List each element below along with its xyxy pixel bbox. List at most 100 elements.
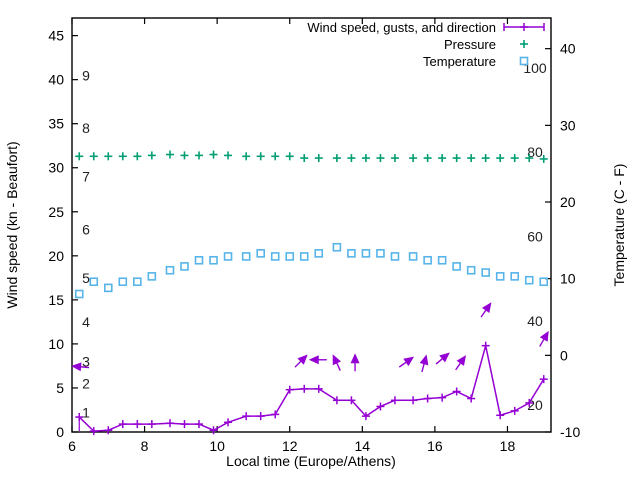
temperature-point (180, 262, 189, 271)
beaufort-label: 4 (82, 314, 90, 330)
y-tick-label: 25 (48, 204, 64, 220)
temperature-point (423, 255, 432, 265)
fahrenheit-label: 60 (527, 229, 543, 245)
plot-frame (71, 17, 552, 433)
legend-label-plus-errorbar: Wind speed, gusts, and direction (307, 20, 496, 35)
temperature-point (103, 283, 113, 293)
y-tick-label: 15 (48, 292, 64, 308)
x-tick-label: 16 (427, 438, 443, 454)
wind-direction-arrow (332, 354, 341, 371)
pressure-point (361, 154, 370, 163)
wind-speed-point (118, 420, 127, 429)
wind-speed-point (89, 427, 98, 436)
wind-speed-point (539, 375, 548, 384)
wind-speed-point (224, 418, 233, 427)
temperature-point (256, 249, 265, 258)
pressure-point (496, 154, 505, 163)
y2-tick-label: 30 (560, 117, 576, 133)
wind-speed-point (452, 387, 461, 396)
pressure-point (165, 150, 174, 159)
pressure-point (525, 154, 534, 163)
pressure-point (242, 152, 251, 161)
wind-speed-point (180, 420, 189, 429)
pressure-point (75, 152, 84, 161)
wind-direction-arrow (435, 352, 450, 365)
pressure-point (376, 154, 385, 163)
y-tick-label: 30 (48, 160, 64, 176)
wind-speed-point (438, 393, 447, 402)
wind-direction-arrow (350, 353, 360, 372)
x-tick-label: 12 (282, 438, 298, 454)
y-tick-label: 35 (48, 116, 64, 132)
wind-speed-point (104, 426, 113, 435)
pressure-point (256, 152, 265, 161)
legend-marker-1 (520, 40, 528, 48)
temperature-point (89, 277, 99, 287)
wind-speed-point (271, 410, 280, 419)
wind-speed-point (242, 412, 251, 421)
wind-direction-arrow (294, 354, 308, 368)
pressure-point (195, 151, 204, 160)
beaufort-label: 1 (82, 405, 90, 421)
y-tick-label: 5 (56, 380, 64, 396)
y2-tick-label: -10 (560, 424, 580, 440)
wind-speed-point (133, 420, 142, 429)
pressure-point (467, 154, 476, 163)
y-tick-label: 0 (56, 424, 64, 440)
temperature-point (270, 252, 280, 261)
x-tick-label: 6 (68, 438, 76, 454)
y2-axis-title: Temperature (C - F) (611, 164, 627, 287)
wind-speed-point (496, 411, 505, 420)
pressure-point (390, 154, 399, 163)
pressure-point (180, 151, 189, 160)
pressure-point (89, 152, 98, 161)
y-tick-label: 40 (48, 72, 64, 88)
y-tick-label: 10 (48, 336, 64, 352)
legend-label-plus: Pressure (444, 37, 496, 52)
legend-label-square: Temperature (423, 54, 496, 69)
pressure-point (438, 154, 447, 163)
temperature-point (524, 275, 534, 285)
pressure-point (300, 154, 309, 163)
wind-speed-point (510, 406, 519, 415)
temperature-point (147, 272, 157, 281)
temperature-point (165, 265, 175, 275)
y-tick-label: 20 (48, 248, 64, 264)
legend-marker-2 (519, 56, 529, 66)
pressure-point (539, 154, 548, 163)
x-tick-label: 10 (209, 438, 225, 454)
pressure-point (133, 152, 142, 161)
fahrenheit-label: 100 (523, 60, 547, 76)
temperature-point (299, 252, 309, 261)
beaufort-label: 9 (82, 67, 90, 83)
wind-direction-arrows (71, 302, 549, 373)
wind-speed-point (467, 394, 476, 403)
wind-speed-point (409, 396, 418, 405)
temperature-point (332, 242, 342, 252)
pressure-point (271, 152, 280, 161)
wind-speed-point (165, 419, 174, 428)
beaufort-scale-labels: 1 2 3 4 5 6 7 8 9 (82, 67, 90, 420)
beaufort-label: 7 (82, 169, 90, 185)
temperature-point (285, 252, 295, 261)
y2-axis-ticks: -10 0 10 20 30 40 (545, 41, 580, 440)
wind-speed-point (332, 396, 341, 405)
wind-direction-arrow (419, 354, 429, 373)
wind-speed-point (376, 402, 385, 411)
wind-speed-point (525, 398, 534, 407)
fahrenheit-label: 40 (527, 313, 543, 329)
pressure-point (118, 152, 127, 161)
pressure-point (332, 154, 341, 163)
wind-speed-point (423, 394, 432, 403)
wind-speed-point (256, 412, 265, 421)
wind-direction-arrow (539, 330, 549, 347)
chart-legend: Wind speed, gusts, and direction Pressure… (307, 20, 545, 69)
pressure-point (510, 154, 519, 163)
temperature-point (376, 249, 385, 258)
pressure-point (409, 154, 418, 163)
x-tick-label: 8 (141, 438, 149, 454)
temperature-point (241, 252, 251, 261)
